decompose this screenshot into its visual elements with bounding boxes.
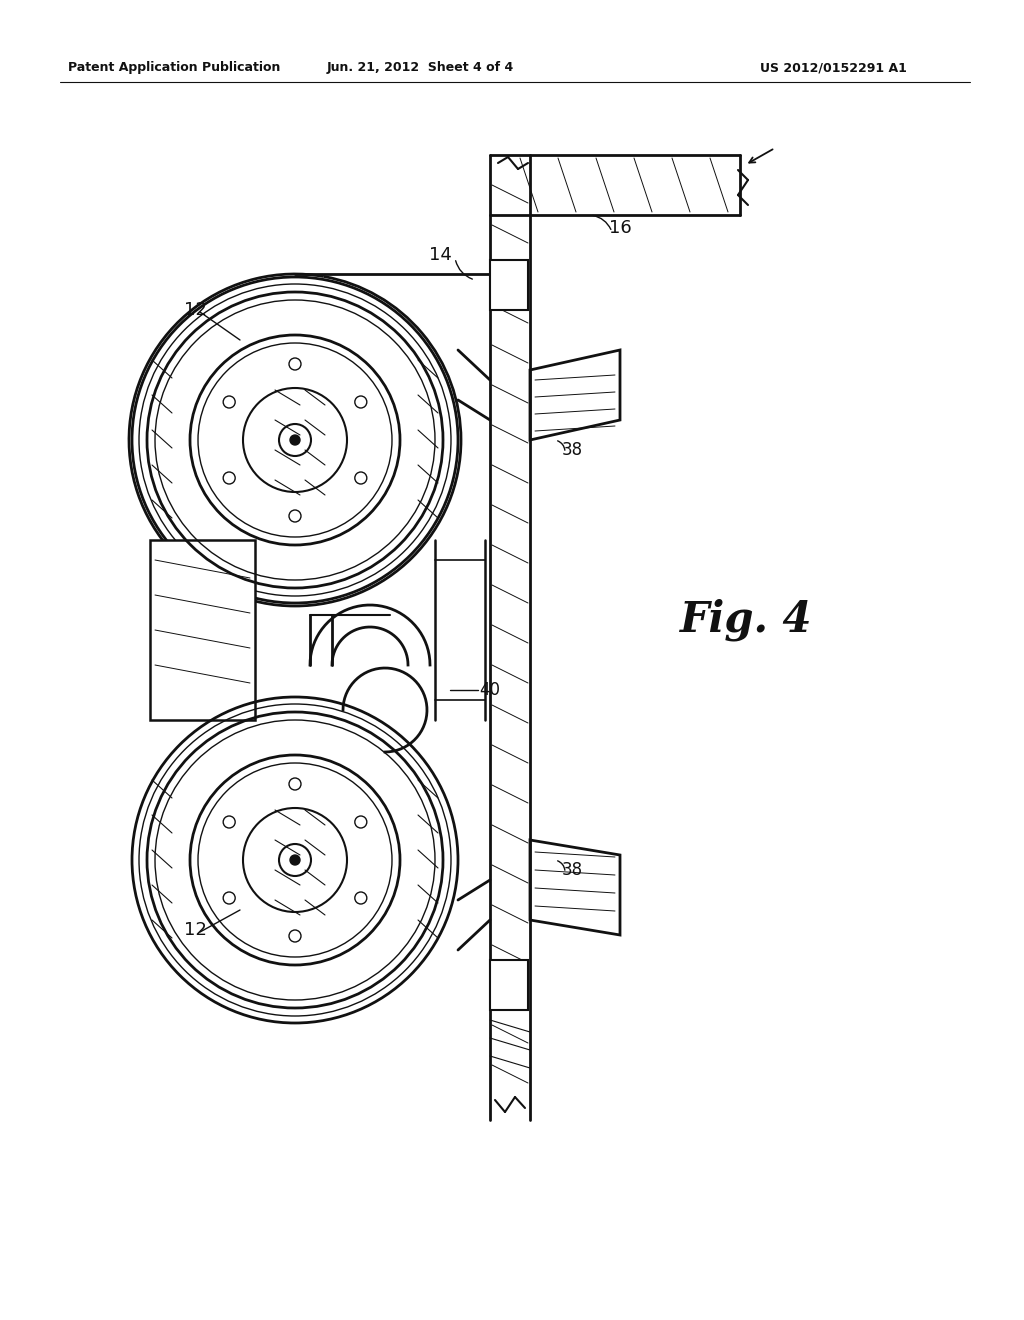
Text: Fig. 4: Fig. 4	[680, 599, 812, 642]
Text: 16: 16	[608, 219, 632, 238]
Circle shape	[290, 855, 300, 865]
Text: 12: 12	[183, 921, 207, 939]
Text: Patent Application Publication: Patent Application Publication	[68, 62, 281, 74]
Bar	[490, 260, 528, 310]
Text: 12: 12	[183, 301, 207, 319]
Text: US 2012/0152291 A1: US 2012/0152291 A1	[760, 62, 907, 74]
Text: Jun. 21, 2012  Sheet 4 of 4: Jun. 21, 2012 Sheet 4 of 4	[327, 62, 514, 74]
Text: 38: 38	[561, 861, 583, 879]
Bar	[490, 960, 528, 1010]
Text: 38: 38	[561, 441, 583, 459]
Text: 14: 14	[429, 246, 452, 264]
Circle shape	[290, 436, 300, 445]
Bar	[150, 540, 255, 719]
Text: 40: 40	[479, 681, 501, 700]
